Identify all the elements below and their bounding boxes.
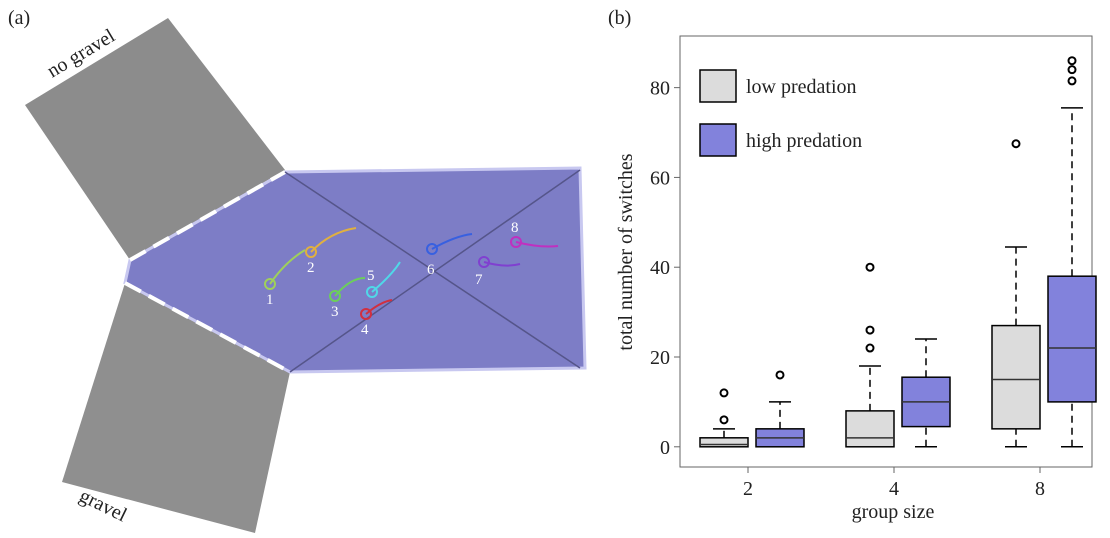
panel-a: (a) no gravel gravel 1 <box>8 7 587 533</box>
outlier <box>719 388 729 398</box>
x-tick-label: 8 <box>1035 478 1045 500</box>
tank-edge <box>289 169 581 373</box>
box <box>991 324 1041 430</box>
fish-label: 3 <box>331 304 339 320</box>
legend-label: high predation <box>746 130 862 152</box>
fish <box>478 256 490 268</box>
fish-label: 5 <box>367 268 375 284</box>
outlier <box>865 343 875 353</box>
fish <box>264 278 276 290</box>
outlier <box>1067 56 1077 66</box>
outlier <box>1067 76 1077 86</box>
fish <box>510 236 522 248</box>
y-tick-label: 60 <box>650 167 670 189</box>
outlier <box>1011 139 1021 149</box>
fish-label: 7 <box>475 272 483 288</box>
fish-label: 2 <box>307 260 315 276</box>
fish <box>426 243 438 255</box>
outlier <box>865 262 875 272</box>
x-tick-label: 2 <box>743 478 753 500</box>
fish <box>360 308 372 320</box>
y-tick-label: 0 <box>660 437 670 459</box>
fish-label: 4 <box>361 322 369 338</box>
fish-tracks <box>264 227 559 320</box>
legend-label: low predation <box>746 76 857 98</box>
fish-label: 6 <box>427 262 435 278</box>
box <box>699 437 749 448</box>
track <box>365 299 393 315</box>
outlier <box>1067 65 1077 75</box>
fish-label: 1 <box>266 292 274 308</box>
y-tick-label: 20 <box>650 347 670 369</box>
box <box>845 410 895 448</box>
outlier <box>719 415 729 425</box>
divider <box>129 170 286 262</box>
box <box>1047 275 1097 403</box>
x-tick-label: 4 <box>889 478 899 500</box>
track <box>334 277 366 297</box>
x-axis-label: group size <box>852 501 935 523</box>
panel-b: (b) total number of switches group size … <box>608 7 1097 523</box>
legend-swatch <box>699 123 737 157</box>
legend-swatch <box>699 69 737 103</box>
panel-label: (a) <box>8 7 30 29</box>
divider <box>124 281 291 374</box>
tank-edge <box>284 171 581 369</box>
fish-labels: 1 2 3 4 5 6 7 8 <box>266 220 519 338</box>
fish <box>329 290 341 302</box>
panel-label: (b) <box>608 7 631 29</box>
outlier <box>775 370 785 380</box>
fish <box>305 246 317 258</box>
y-tick-label: 40 <box>650 257 670 279</box>
y-axis-label: total number of switches <box>615 153 637 350</box>
y-tick-label: 80 <box>650 78 670 100</box>
outlier <box>865 325 875 335</box>
fish <box>366 286 378 298</box>
track <box>483 261 521 267</box>
plot-frame <box>679 35 1093 468</box>
fish-label: 8 <box>511 220 519 236</box>
wall-top <box>25 18 285 260</box>
wall-bottom <box>62 283 290 533</box>
